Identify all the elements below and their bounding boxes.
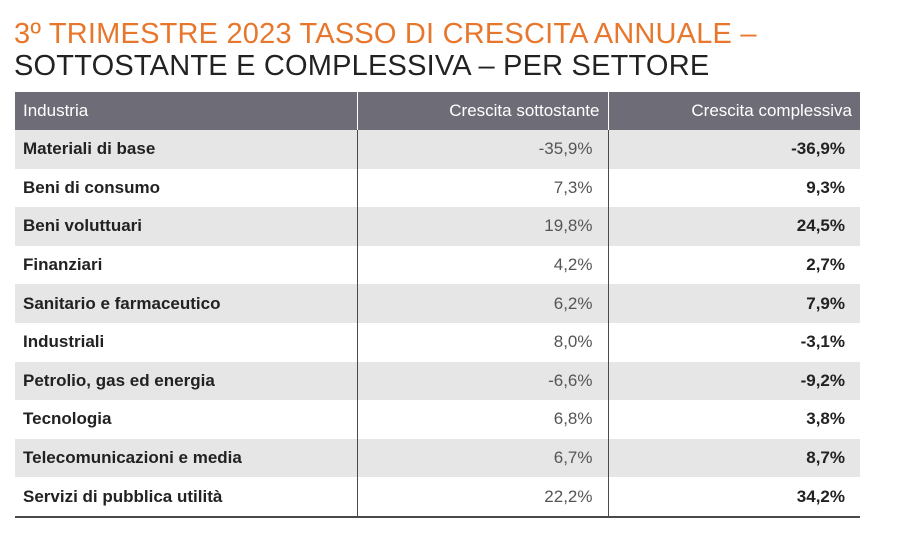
title-block: 3º TRIMESTRE 2023 TASSO DI CRESCITA ANNU… [14, 18, 757, 82]
title-line-2: SOTTOSTANTE E COMPLESSIVA – PER SETTORE [14, 50, 710, 82]
cell-overall: -36,9% [608, 130, 860, 169]
header-underlying-growth: Crescita sottostante [357, 92, 609, 130]
cell-overall: 7,9% [608, 284, 860, 323]
cell-sector: Materiali di base [15, 130, 358, 169]
cell-underlying: 8,0% [357, 322, 609, 362]
cell-underlying: 6,2% [357, 284, 609, 323]
cell-overall: 9,3% [806, 177, 845, 197]
table-row: Industriali 8,0% -3,1% [15, 322, 860, 362]
title-line-1: 3º TRIMESTRE 2023 TASSO DI CRESCITA ANNU… [14, 18, 757, 50]
cell-underlying: 6,8% [357, 400, 609, 439]
cell-sector: Petrolio, gas ed energia [15, 361, 358, 401]
cell-underlying: 6,7% [357, 438, 609, 478]
cell-overall: -3,1% [800, 332, 845, 352]
table-row: Beni di consumo 7,3% 9,3% [15, 168, 860, 208]
cell-underlying: -6,6% [357, 361, 609, 401]
header-overall-growth: Crescita complessiva [608, 92, 860, 130]
cell-sector: Industriali [15, 322, 358, 362]
cell-sector: Tecnologia [15, 400, 358, 439]
table-row: Tecnologia 6,8% 3,8% [15, 400, 860, 439]
cell-sector: Beni voluttuari [15, 207, 358, 246]
cell-overall: 3,8% [806, 409, 845, 429]
table-header-row: Industria Crescita sottostante Crescita … [15, 92, 860, 130]
table-row: Servizi di pubblica utilità 22,2% 34,2% [15, 477, 860, 518]
cell-underlying: -35,9% [357, 130, 609, 169]
table-row: Telecomunicazioni e media 6,7% 8,7% [15, 438, 860, 478]
cell-overall: -9,2% [608, 361, 860, 401]
cell-overall: 8,7% [608, 438, 860, 478]
table-row: Beni voluttuari 19,8% 24,5% [15, 207, 860, 246]
cell-underlying: 4,2% [357, 245, 609, 285]
header-industry: Industria [15, 92, 358, 130]
table-row: Materiali di base -35,9% -36,9% [15, 130, 860, 169]
cell-overall: 34,2% [608, 477, 860, 518]
cell-overall: 24,5% [608, 207, 860, 246]
cell-underlying: 7,3% [357, 168, 609, 208]
table-row: Petrolio, gas ed energia -6,6% -9,2% [15, 361, 860, 401]
cell-sector: Sanitario e farmaceutico [15, 284, 358, 323]
cell-overall: 2,7% [806, 255, 845, 275]
cell-sector: Finanziari [15, 245, 358, 285]
growth-table: Industria Crescita sottostante Crescita … [15, 92, 860, 518]
cell-sector: Telecomunicazioni e media [15, 438, 358, 478]
cell-sector: Beni di consumo [15, 168, 358, 208]
cell-underlying: 19,8% [357, 207, 609, 246]
cell-underlying: 22,2% [357, 477, 609, 518]
table-row: Sanitario e farmaceutico 6,2% 7,9% [15, 284, 860, 323]
table-row: Finanziari 4,2% 2,7% [15, 245, 860, 285]
cell-sector: Servizi di pubblica utilità [15, 477, 358, 518]
